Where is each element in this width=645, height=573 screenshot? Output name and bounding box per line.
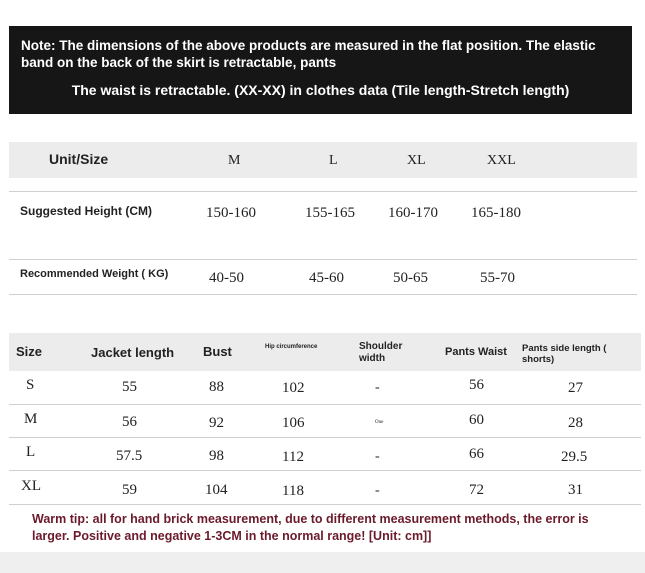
row-l-pants-side: 29.5	[561, 449, 588, 465]
row-xl-pants-waist: 72	[469, 482, 484, 498]
divider	[9, 191, 637, 192]
row-label-height: Suggested Height (CM)	[20, 204, 152, 218]
header-shoulder-width: Shoulder width	[359, 341, 403, 364]
warm-tip-text: Warm tip: all for hand brick measurement…	[32, 512, 589, 543]
row-label-weight: Recommended Weight ( KG)	[20, 268, 169, 280]
row-s-shoulder: -	[375, 380, 380, 395]
header-size-xxl: XXL	[487, 153, 516, 168]
row-l-shoulder: -	[375, 449, 380, 464]
divider	[9, 404, 641, 405]
header-size: Size	[16, 344, 43, 359]
table-header-row	[9, 333, 641, 371]
row-s-pants-waist: 56	[469, 377, 484, 393]
row-s-bust: 88	[209, 379, 224, 395]
note-line-1: Note: The dimensions of the above produc…	[21, 38, 596, 70]
header-size-xl: XL	[407, 153, 426, 168]
row-m-pants-waist: 60	[469, 412, 484, 428]
divider	[9, 470, 641, 471]
note-line-2: The waist is retractable. (XX-XX) in clo…	[71, 82, 570, 98]
header-pants-waist: Pants Waist	[445, 346, 507, 358]
row-m-pants-side: 28	[568, 415, 583, 431]
row-s-size: S	[26, 377, 35, 393]
weight-xxl: 55-70	[480, 270, 515, 286]
table-header-row	[9, 142, 637, 178]
header-unit-size: Unit/Size	[49, 151, 109, 167]
divider	[9, 504, 641, 505]
row-m-hip: 106	[282, 415, 305, 431]
row-l-hip: 112	[282, 449, 304, 465]
row-l-bust: 98	[209, 448, 224, 464]
weight-l: 45-60	[309, 270, 344, 286]
row-xl-shoulder: -	[375, 483, 380, 498]
row-m-size: M	[24, 411, 38, 427]
height-xl: 160-170	[388, 205, 438, 221]
row-xl-bust: 104	[205, 482, 228, 498]
row-l-size: L	[26, 444, 36, 460]
header-size-l: L	[329, 153, 338, 168]
divider	[9, 294, 637, 295]
row-m-shoulder: One	[375, 420, 384, 425]
row-xl-hip: 118	[282, 483, 304, 499]
row-l-jacket-length: 57.5	[116, 448, 143, 464]
header-size-m: M	[228, 153, 241, 168]
row-s-jacket-length: 55	[122, 379, 137, 395]
row-s-hip: 102	[282, 380, 305, 396]
note-banner: Note: The dimensions of the above produc…	[9, 26, 632, 114]
row-m-jacket-length: 56	[122, 414, 137, 430]
row-m-bust: 92	[209, 415, 224, 431]
row-l-pants-waist: 66	[469, 446, 484, 462]
header-jacket-length: Jacket length	[91, 345, 175, 360]
bottom-band	[0, 552, 645, 573]
row-xl-jacket-length: 59	[122, 482, 137, 498]
weight-m: 40-50	[209, 270, 244, 286]
height-l: 155-165	[305, 205, 355, 221]
header-pants-side-length: Pants side length ( shorts)	[522, 343, 607, 365]
height-m: 150-160	[206, 205, 256, 221]
row-xl-size: XL	[21, 478, 41, 494]
weight-xl: 50-65	[393, 270, 428, 286]
divider	[9, 259, 637, 260]
divider	[9, 437, 641, 438]
header-hip-circumference: Hip circumference	[265, 344, 318, 350]
height-xxl: 165-180	[471, 205, 521, 221]
row-s-pants-side: 27	[568, 380, 583, 396]
row-xl-pants-side: 31	[568, 482, 583, 498]
header-bust: Bust	[203, 344, 232, 359]
